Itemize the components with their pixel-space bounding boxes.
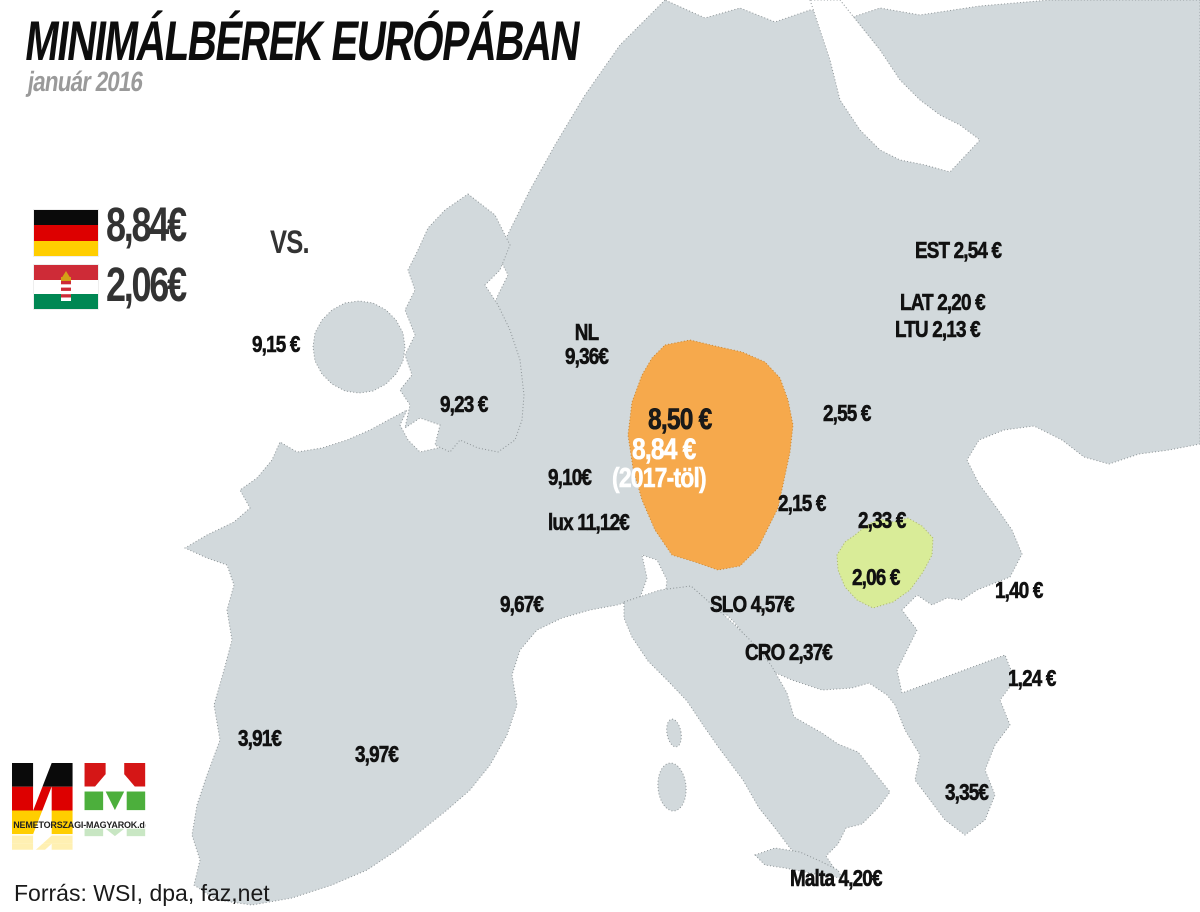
svg-text:NEMETORSZAGI-MAGYAROK.de: NEMETORSZAGI-MAGYAROK.de bbox=[13, 820, 145, 830]
